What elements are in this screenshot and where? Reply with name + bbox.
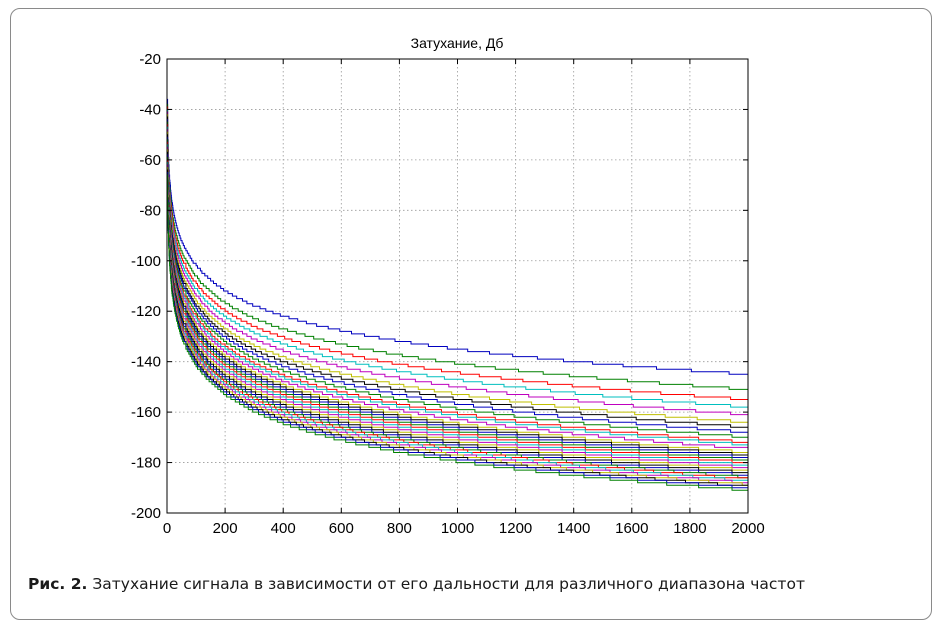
y-tick-label: -20 — [139, 51, 161, 68]
y-tick-label: -40 — [139, 101, 161, 118]
y-tick-label: -160 — [131, 404, 161, 421]
x-tick-label: 2000 — [731, 520, 764, 537]
x-tick-label: 1000 — [441, 520, 474, 537]
y-tick-label: -100 — [131, 253, 161, 270]
y-tick-label: -60 — [139, 152, 161, 169]
axis-ticks — [166, 58, 749, 514]
x-tick-label: 800 — [387, 520, 412, 537]
x-tick-labels: 0 200 400 600 800 1000 1200 1400 1600 1800 2000 — [163, 520, 765, 537]
x-tick-label: 600 — [329, 520, 354, 537]
y-tick-label: -80 — [139, 202, 161, 219]
y-tick-label: -120 — [131, 303, 161, 320]
x-tick-label: 0 — [163, 520, 171, 537]
x-tick-label: 1600 — [615, 520, 648, 537]
y-tick-labels: -20 -40 -60 -80 -100 -120 -140 -160 -180 -200 — [131, 51, 161, 522]
series-line — [167, 98, 748, 375]
caption-text: Затухание сигнала в зависимости от его д… — [92, 575, 805, 593]
x-tick-label: 1200 — [499, 520, 532, 537]
figure-caption: Рис. 2. Затухание сигнала в зависимости … — [28, 575, 805, 593]
y-tick-label: -200 — [131, 505, 161, 522]
x-tick-label: 200 — [213, 520, 238, 537]
x-tick-label: 400 — [271, 520, 296, 537]
caption-label: Рис. 2. — [28, 575, 88, 593]
figure-frame — [10, 8, 932, 620]
series-line — [167, 174, 748, 491]
x-tick-label: 1800 — [673, 520, 706, 537]
x-tick-label: 1400 — [557, 520, 590, 537]
y-tick-label: -140 — [131, 354, 161, 371]
y-tick-label: -180 — [131, 455, 161, 472]
attenuation-curves — [167, 98, 748, 491]
chart-title: Затухание, Дб — [411, 35, 504, 51]
